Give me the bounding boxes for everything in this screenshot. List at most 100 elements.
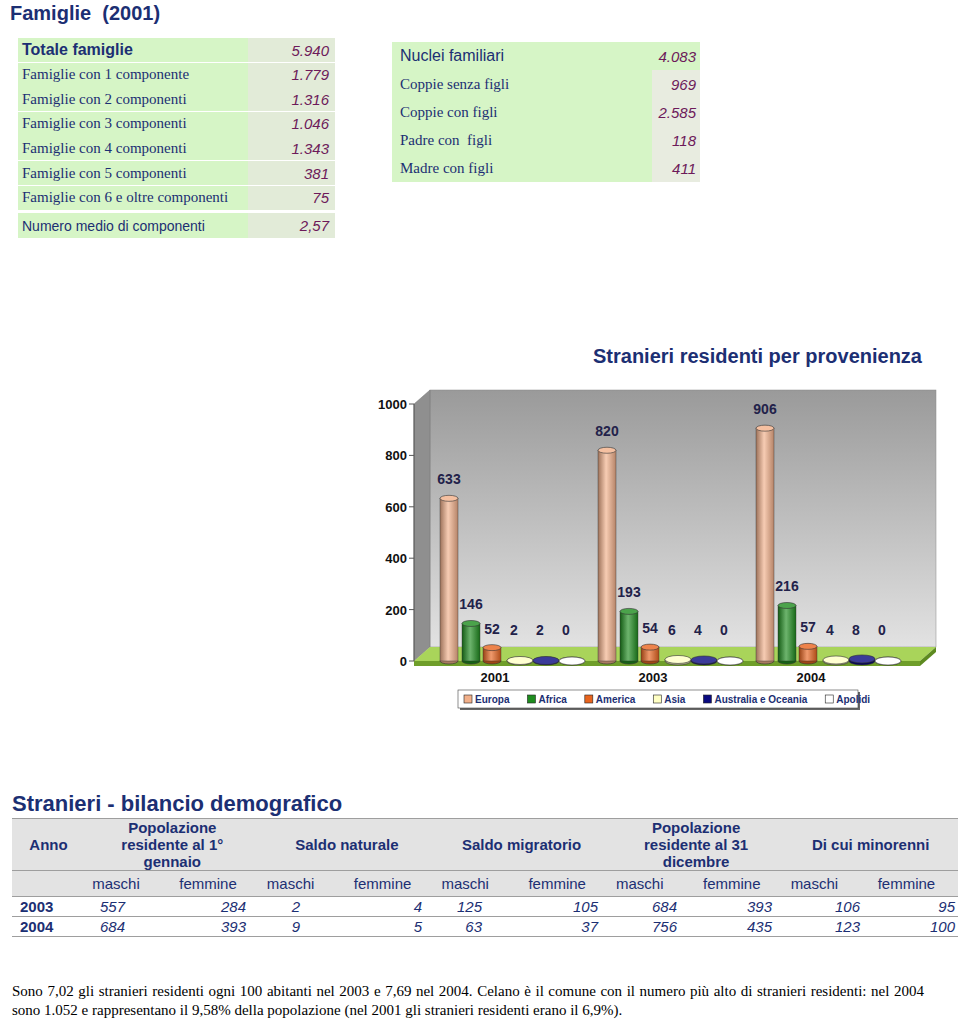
- bar-cap: [440, 495, 458, 501]
- balance-value: 106: [790, 897, 860, 916]
- nuclei-value: 2.585: [652, 98, 700, 126]
- data-label: 8: [852, 622, 860, 638]
- balance-subheader: maschi: [420, 872, 510, 895]
- y-tick-label: 1000: [378, 397, 407, 412]
- bar-base: [533, 657, 559, 665]
- chart-title: Stranieri residenti per provenienza: [593, 345, 923, 367]
- data-label: 54: [642, 620, 658, 636]
- balance-subheader: femmine: [512, 872, 602, 895]
- bar-base: [559, 657, 585, 665]
- balance-value: 105: [528, 897, 598, 916]
- bar-cap: [641, 644, 659, 650]
- family-value: 75: [248, 186, 335, 210]
- balance-header: Di cui minorenni: [812, 836, 930, 853]
- table-rule: [12, 916, 958, 917]
- legend-label: Apolidi: [836, 694, 870, 705]
- table-rule: [12, 896, 958, 897]
- family-label: Famiglie con 3 componenti: [18, 112, 248, 136]
- bar-cap: [717, 657, 743, 665]
- balance-header-cell: Popolazione residente al 31 dicembre: [609, 818, 784, 870]
- family-value: 1.046: [248, 112, 335, 136]
- legend-swatch: [703, 695, 711, 703]
- family-average-label: Numero medio di componenti: [18, 213, 248, 238]
- balance-value: 435: [702, 917, 772, 936]
- bar-cap: [533, 656, 559, 664]
- nuclei-value: 118: [652, 126, 700, 154]
- balance-subheader: maschi: [595, 872, 685, 895]
- nuclei-header-label: Nuclei familiari: [392, 42, 652, 70]
- bar-cap: [875, 657, 901, 665]
- data-label: 0: [878, 622, 886, 638]
- bar-cap: [483, 645, 501, 651]
- family-average-value: 2,57: [248, 213, 335, 238]
- balance-year: 2004: [20, 917, 80, 936]
- data-label: 57: [800, 619, 816, 635]
- balance-header: Popolazione residente al 1° gennaio: [102, 819, 242, 870]
- family-label: Famiglie con 5 componenti: [18, 161, 248, 185]
- balance-value: 125: [412, 897, 482, 916]
- family-value: 381: [248, 161, 335, 185]
- bar-cap: [799, 643, 817, 649]
- bar-cap: [823, 656, 849, 664]
- data-label: 216: [775, 578, 799, 594]
- bar-cap: [620, 608, 638, 614]
- family-label: Famiglie con 4 componenti: [18, 136, 248, 160]
- data-label: 0: [562, 622, 570, 638]
- balance-subheader: femmine: [861, 872, 951, 895]
- legend-label: Australia e Oceania: [714, 694, 807, 705]
- balance-value: 684: [55, 917, 125, 936]
- nuclei-label: Padre con figli: [392, 126, 652, 154]
- page: Famiglie (2001)Totale famiglie5.940Famig…: [0, 0, 960, 1022]
- y-tick-label: 200: [385, 603, 407, 618]
- balance-subheader: femmine: [338, 872, 428, 895]
- data-label: 906: [753, 401, 777, 417]
- bar-cap: [598, 447, 616, 453]
- bar-cap: [507, 656, 533, 664]
- legend-swatch: [653, 695, 661, 703]
- bar: [778, 605, 796, 661]
- y-tick-label: 0: [400, 654, 407, 669]
- back-wall: [430, 390, 936, 647]
- balance-header: Saldo migratorio: [462, 836, 581, 853]
- legend: [458, 690, 858, 708]
- balance-subheader: maschi: [71, 872, 161, 895]
- balance-header: Saldo naturale: [295, 836, 398, 853]
- bar-cap: [778, 602, 796, 608]
- bar: [462, 623, 480, 661]
- data-labels: 633820906146193216525457264248000: [437, 401, 886, 638]
- data-label: 146: [459, 596, 483, 612]
- balance-value: 756: [607, 917, 677, 936]
- page-title: Famiglie (2001): [10, 0, 310, 26]
- table-rule: [12, 870, 958, 871]
- balance-title: Stranieri - bilancio demografico: [12, 790, 512, 818]
- legend-label: Asia: [664, 694, 686, 705]
- balance-subheader: femmine: [163, 872, 253, 895]
- y-tick: [409, 506, 414, 507]
- balance-value: 557: [55, 897, 125, 916]
- y-tick: [409, 558, 414, 559]
- nuclei-value: 411: [652, 154, 700, 182]
- family-value: 1.343: [248, 136, 335, 160]
- balance-value: 9: [230, 917, 300, 936]
- nuclei-header-value: 4.083: [652, 42, 700, 70]
- balance-year: 2003: [20, 897, 80, 916]
- legend-label: Africa: [538, 694, 567, 705]
- balance-value: 284: [176, 897, 246, 916]
- family-label: Totale famiglie: [18, 38, 248, 62]
- balance-value: 4: [352, 897, 422, 916]
- bar: [620, 611, 638, 661]
- table-rule: [12, 936, 958, 937]
- y-tick: [409, 609, 414, 610]
- balance-header: Popolazione residente al 31 dicembre: [626, 819, 766, 870]
- family-label: Famiglie con 6 e oltre componenti: [18, 186, 248, 210]
- family-value: 1.316: [248, 87, 335, 111]
- data-label: 4: [826, 622, 834, 638]
- bar: [598, 450, 616, 661]
- data-label: 633: [437, 471, 461, 487]
- bar-base: [717, 657, 743, 665]
- bar-cap: [691, 656, 717, 664]
- bar: [440, 498, 458, 661]
- bar-base: [875, 657, 901, 665]
- data-label: 2: [510, 622, 518, 638]
- balance-header-cell: Saldo naturale: [260, 818, 435, 870]
